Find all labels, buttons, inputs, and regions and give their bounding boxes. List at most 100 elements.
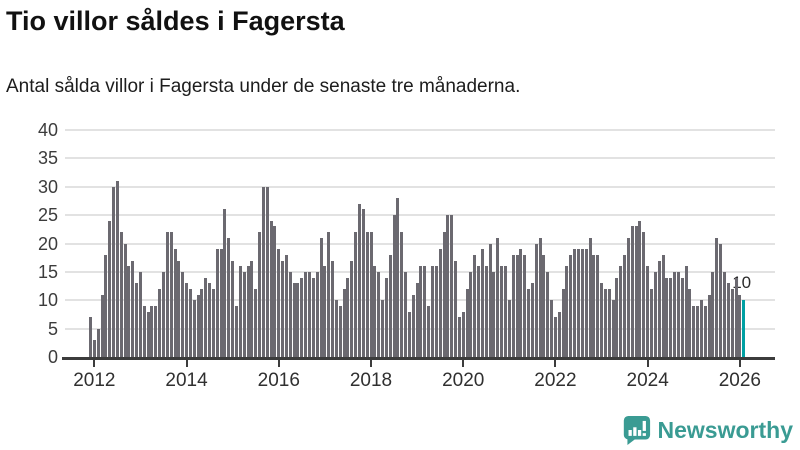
bar bbox=[258, 232, 262, 357]
x-axis-tick-label: 2024 bbox=[626, 370, 669, 391]
bar bbox=[369, 232, 373, 357]
bar bbox=[580, 249, 584, 357]
bar bbox=[246, 266, 250, 357]
bar bbox=[719, 243, 723, 357]
bar bbox=[642, 232, 646, 357]
bar bbox=[703, 305, 707, 357]
y-axis-tick-label: 5 bbox=[47, 318, 58, 339]
bar bbox=[684, 266, 688, 357]
bar bbox=[327, 232, 331, 357]
bar bbox=[277, 249, 281, 357]
newsworthy-brand-link[interactable]: Newsworthy bbox=[622, 415, 793, 445]
gridline-y25 bbox=[65, 214, 775, 217]
bar bbox=[215, 249, 219, 357]
bar bbox=[692, 305, 696, 357]
x-axis-tick-label: 2022 bbox=[534, 370, 577, 391]
bar bbox=[108, 220, 112, 357]
bar bbox=[534, 243, 538, 357]
bar bbox=[384, 277, 388, 357]
bar bbox=[480, 249, 484, 357]
bar bbox=[146, 311, 150, 357]
bar bbox=[515, 254, 519, 357]
bar bbox=[204, 277, 208, 357]
bar bbox=[273, 226, 277, 357]
x-axis-line bbox=[62, 357, 775, 360]
y-axis-tick-label: 0 bbox=[47, 347, 58, 367]
x-axis-tick-label: 2012 bbox=[73, 370, 116, 391]
bar bbox=[576, 249, 580, 357]
x-axis-tick bbox=[277, 360, 280, 367]
bar bbox=[415, 283, 419, 357]
highlighted-bar bbox=[742, 300, 746, 357]
bar bbox=[392, 215, 396, 357]
bar bbox=[419, 266, 423, 357]
bar bbox=[169, 232, 173, 357]
newsworthy-logo-icon bbox=[623, 415, 650, 445]
bar bbox=[454, 260, 458, 357]
bar bbox=[227, 237, 231, 357]
bar bbox=[738, 294, 742, 357]
bar bbox=[223, 209, 227, 357]
bar bbox=[181, 271, 185, 357]
bar bbox=[430, 266, 434, 357]
bar bbox=[123, 243, 127, 357]
bar bbox=[292, 283, 296, 357]
bar bbox=[331, 260, 335, 357]
bar bbox=[461, 311, 465, 357]
bar bbox=[404, 271, 408, 357]
bar bbox=[89, 317, 92, 357]
bar bbox=[250, 260, 254, 357]
bar bbox=[208, 283, 212, 357]
gridline-y35 bbox=[65, 157, 775, 160]
bar bbox=[623, 254, 627, 357]
bar bbox=[407, 311, 411, 357]
bar bbox=[638, 220, 642, 357]
bar bbox=[565, 266, 569, 357]
bar bbox=[696, 305, 700, 357]
bar bbox=[550, 300, 554, 357]
y-axis-tick-label: 30 bbox=[37, 176, 58, 197]
y-axis-tick-label: 35 bbox=[37, 148, 58, 169]
bar bbox=[342, 288, 346, 357]
bar bbox=[553, 317, 557, 357]
bar bbox=[357, 203, 361, 357]
bar bbox=[388, 254, 392, 357]
bar bbox=[346, 277, 350, 357]
bar bbox=[427, 305, 431, 357]
bar bbox=[450, 215, 454, 357]
gridline-y30 bbox=[65, 185, 775, 188]
bar bbox=[100, 294, 104, 357]
x-axis-tick bbox=[646, 360, 649, 367]
bar bbox=[434, 266, 438, 357]
bar bbox=[304, 271, 308, 357]
bar bbox=[500, 266, 504, 357]
bar bbox=[442, 232, 446, 357]
bar bbox=[319, 237, 323, 357]
bar bbox=[573, 249, 577, 357]
bar bbox=[377, 271, 381, 357]
bar bbox=[465, 288, 469, 357]
x-axis-tick bbox=[462, 360, 465, 367]
chart-title: Tio villor såldes i Fagersta bbox=[6, 6, 345, 36]
x-axis-tick bbox=[370, 360, 372, 367]
bar bbox=[400, 232, 404, 357]
bar bbox=[238, 266, 242, 357]
bar bbox=[496, 237, 500, 357]
bar bbox=[592, 254, 596, 357]
bar bbox=[530, 283, 534, 357]
bar bbox=[200, 288, 204, 357]
bar bbox=[177, 260, 181, 357]
bar bbox=[523, 254, 527, 357]
bar bbox=[115, 181, 119, 357]
bar bbox=[296, 283, 300, 357]
bar bbox=[142, 305, 146, 357]
x-axis-tick-label: 2016 bbox=[257, 370, 300, 391]
bar bbox=[584, 249, 588, 357]
bar bbox=[688, 288, 692, 357]
bar bbox=[503, 266, 507, 357]
bar bbox=[653, 271, 657, 357]
bar bbox=[354, 232, 358, 357]
bar bbox=[646, 266, 650, 357]
bar bbox=[423, 266, 427, 357]
